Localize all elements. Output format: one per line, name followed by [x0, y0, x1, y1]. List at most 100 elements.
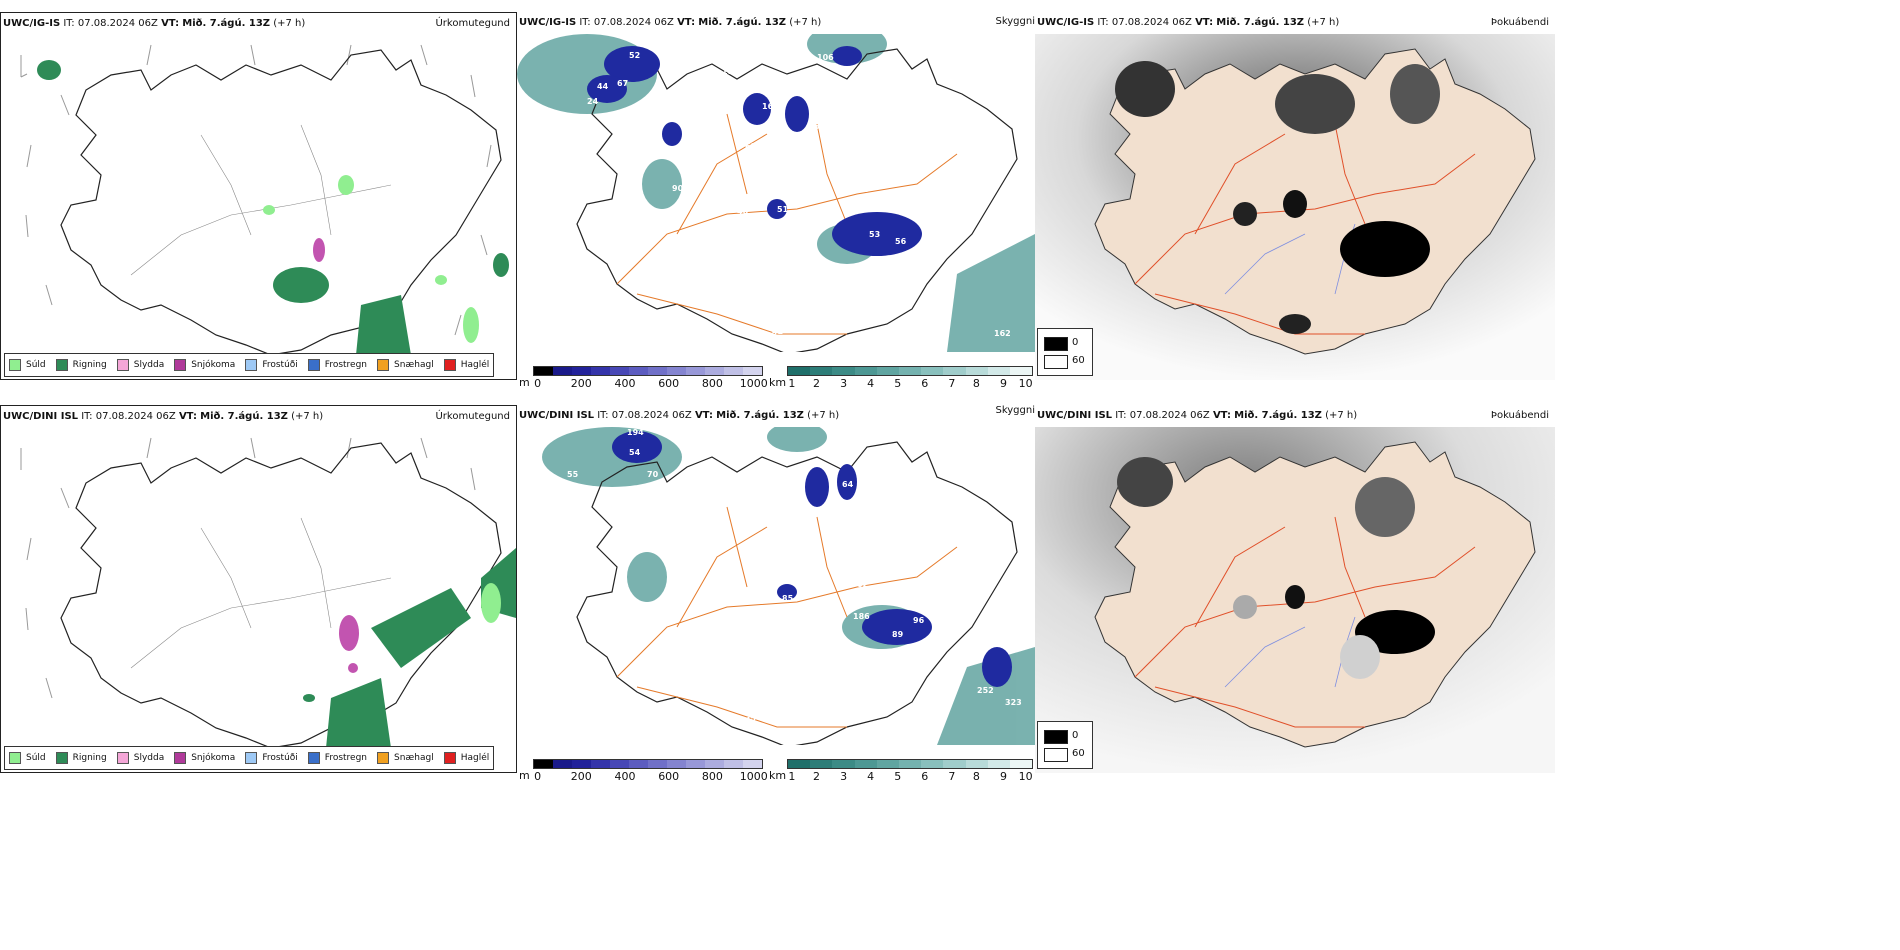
svg-text:57: 57	[859, 185, 870, 194]
precip-map	[20, 44, 509, 355]
legend-item: Haglél	[443, 752, 489, 764]
visibility-colorbar: km 1 2 3 4 5 6 7 8 9 10	[769, 366, 1033, 390]
legend-item: Snæhagl	[377, 359, 434, 371]
precip-legend: Súld Rigning Slydda Snjókoma Frostúði Fr…	[4, 746, 495, 770]
legend-item: Rigning	[55, 752, 107, 764]
legend-item: Frostregn	[307, 752, 367, 764]
svg-text:106: 106	[817, 53, 834, 62]
panel-header: UWC/DINI ISL IT: 07.08.2024 06Z VT: Mið.…	[1037, 410, 1549, 421]
roads	[616, 506, 958, 728]
svg-text:85: 85	[782, 594, 794, 603]
precip-areas	[37, 60, 509, 355]
ceiling-colorbar: m 0 200 400 600 800 1000	[519, 759, 768, 783]
legend-item: Snæhagl	[377, 752, 434, 764]
svg-text:63: 63	[880, 82, 891, 91]
precip-type-panel-row1: UWC/IG-IS IT: 07.08.2024 06Z VT: Mið. 7.…	[0, 12, 517, 380]
panel-title: Þokuábendi	[1490, 17, 1549, 28]
legend-item: Rigning	[55, 359, 107, 371]
fog-legend-swatch	[1044, 337, 1068, 351]
cloud-areas	[587, 46, 922, 256]
panel-header: UWC/DINI ISL IT: 07.08.2024 06Z VT: Mið.…	[519, 410, 840, 421]
precip-map	[20, 437, 516, 748]
legend-item: Snjókoma	[174, 359, 235, 371]
svg-text:624: 624	[833, 179, 850, 188]
svg-text:150: 150	[714, 224, 731, 233]
svg-text:194: 194	[627, 428, 644, 437]
svg-text:57: 57	[842, 94, 853, 103]
ceiling-colorbar-cells	[533, 366, 763, 376]
svg-text:64: 64	[697, 142, 709, 151]
fog-areas	[1117, 457, 1435, 679]
panel-header: UWC/IG-IS IT: 07.08.2024 06Z VT: Mið. 7.…	[519, 17, 822, 28]
cloud-value-labels: 52 65 157 106 90 110 44 67 24 10 98 64 1…	[562, 41, 1029, 338]
cloud-visibility-panel-row2: UWC/DINI ISL IT: 07.08.2024 06Z VT: Mið.…	[517, 405, 1035, 783]
fog-map	[1035, 427, 1555, 773]
cloud-value-labels: 194 704 54 55 70 55 57 64 87 75 29 49 02…	[567, 428, 1022, 725]
svg-text:53: 53	[869, 230, 880, 239]
svg-text:40: 40	[737, 207, 749, 216]
svg-text:67: 67	[617, 79, 628, 88]
svg-text:52: 52	[629, 51, 640, 60]
svg-text:90: 90	[1017, 49, 1029, 58]
svg-text:24: 24	[587, 97, 599, 106]
svg-text:95: 95	[947, 628, 959, 637]
svg-text:24: 24	[854, 110, 866, 119]
svg-text:10: 10	[562, 137, 574, 146]
wind-barbs	[20, 437, 476, 699]
svg-text:166: 166	[762, 102, 779, 111]
legend-item: Slydda	[116, 752, 164, 764]
fog-legend-swatch	[1044, 748, 1068, 762]
panel-header: UWC/DINI ISL IT: 07.08.2024 06Z VT: Mið.…	[3, 411, 510, 422]
visibility-colorbar-cells	[787, 759, 1033, 769]
svg-text:704: 704	[681, 434, 698, 443]
svg-text:87: 87	[854, 492, 865, 501]
panel-title: Skyggni	[995, 16, 1035, 27]
roads	[1134, 516, 1476, 728]
wind-barbs	[20, 44, 492, 336]
panel-title: Úrkomutegund	[435, 411, 510, 422]
svg-text:75: 75	[862, 508, 874, 517]
svg-text:44: 44	[597, 82, 609, 91]
svg-text:42: 42	[772, 327, 783, 336]
svg-text:53: 53	[814, 122, 825, 131]
svg-text:63: 63	[745, 142, 756, 151]
fog-legend-swatch	[1044, 730, 1068, 744]
panel-title: Úrkomutegund	[435, 18, 510, 29]
svg-text:56: 56	[895, 237, 907, 246]
legend-item: Súld	[9, 359, 46, 371]
svg-text:252: 252	[977, 686, 994, 695]
legend-item: Frostúði	[245, 359, 298, 371]
svg-text:157: 157	[759, 41, 776, 50]
svg-text:55: 55	[567, 470, 579, 479]
svg-text:42: 42	[745, 716, 756, 725]
svg-text:323: 323	[1005, 698, 1022, 707]
ceiling-colorbar: m 0 200 400 600 800 1000	[519, 366, 768, 390]
svg-text:64: 64	[842, 480, 854, 489]
svg-text:110: 110	[722, 67, 739, 76]
svg-text:96: 96	[913, 616, 925, 625]
legend-item: Frostregn	[307, 359, 367, 371]
svg-text:29: 29	[825, 550, 837, 559]
svg-text:57: 57	[799, 147, 810, 156]
svg-text:90: 90	[672, 184, 684, 193]
legend-item: Slydda	[116, 359, 164, 371]
svg-text:162: 162	[994, 329, 1011, 338]
fog-indicator-panel-row2: UWC/DINI ISL IT: 07.08.2024 06Z VT: Mið.…	[1035, 405, 1555, 773]
fog-legend: 0 60	[1037, 328, 1093, 376]
svg-text:102: 102	[872, 102, 889, 111]
fog-legend: 0 60	[1037, 721, 1093, 769]
svg-text:51: 51	[777, 205, 789, 214]
legend-item: Haglél	[443, 359, 489, 371]
fog-map	[1035, 34, 1555, 380]
svg-text:70: 70	[647, 470, 659, 479]
legend-item: Súld	[9, 752, 46, 764]
legend-item: Snjókoma	[174, 752, 235, 764]
fog-indicator-panel-row1: UWC/IG-IS IT: 07.08.2024 06Z VT: Mið. 7.…	[1035, 12, 1555, 380]
precip-type-panel-row2: UWC/DINI ISL IT: 07.08.2024 06Z VT: Mið.…	[0, 405, 517, 773]
cloud-visibility-panel-row1: UWC/IG-IS IT: 07.08.2024 06Z VT: Mið. 7.…	[517, 12, 1035, 390]
svg-text:89: 89	[892, 630, 904, 639]
svg-text:57: 57	[665, 516, 676, 525]
panel-header: UWC/IG-IS IT: 07.08.2024 06Z VT: Mið. 7.…	[1037, 17, 1549, 28]
svg-text:55: 55	[672, 498, 684, 507]
svg-text:82: 82	[857, 145, 868, 154]
